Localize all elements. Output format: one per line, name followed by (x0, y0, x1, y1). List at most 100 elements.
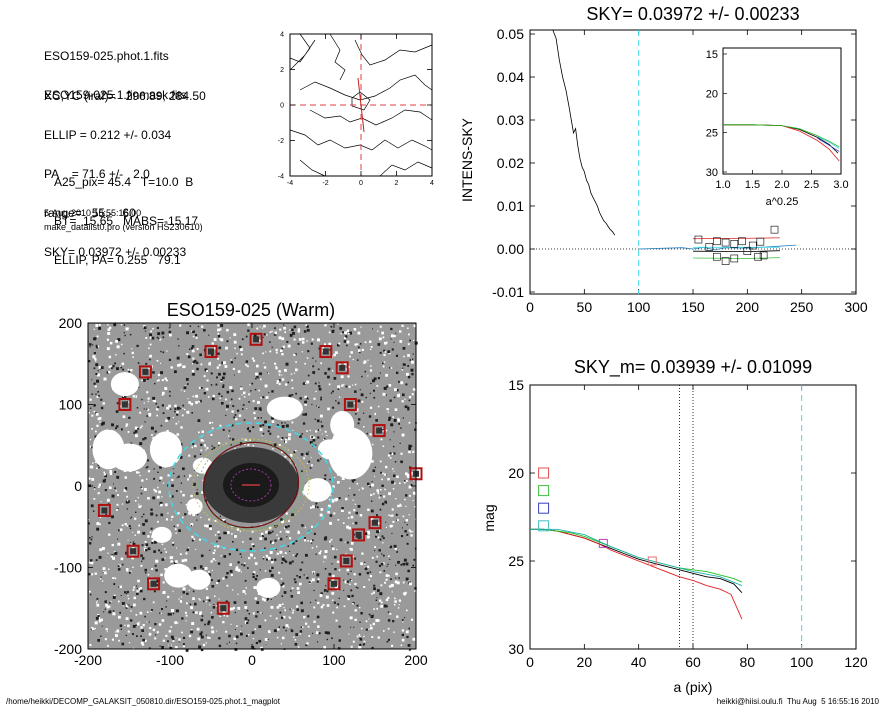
ellipse-sky (168, 422, 334, 552)
noise-dot (105, 628, 108, 631)
noise-dot (264, 537, 267, 541)
sky-square (738, 237, 746, 246)
noise-dot (388, 575, 390, 577)
noise-dot (392, 416, 394, 418)
noise-dot (242, 541, 244, 543)
noise-dot (208, 410, 210, 413)
noise-dot (260, 417, 262, 419)
noise-dot (253, 334, 257, 337)
noise-dot (324, 474, 327, 477)
noise-dot (359, 643, 362, 646)
noise-dot (266, 555, 269, 558)
noise-dot (338, 625, 341, 628)
noise-dot (165, 606, 167, 608)
noise-dot (169, 395, 171, 397)
noise-dot (156, 414, 158, 417)
noise-dot (374, 466, 376, 468)
noise-dot (348, 526, 351, 530)
noise-dot (119, 611, 121, 614)
noise-dot (233, 416, 236, 419)
noise-dot (156, 407, 159, 411)
noise-dot (199, 599, 201, 601)
noise-dot (124, 523, 127, 526)
noise-dot (375, 419, 378, 422)
noise-dot (406, 372, 409, 376)
noise-dot (157, 520, 159, 523)
noise-dot (102, 402, 105, 405)
noise-dot (289, 608, 291, 610)
noise-dot (88, 477, 91, 480)
noise-dot (318, 552, 321, 555)
noise-dot (251, 357, 254, 360)
noise-dot (348, 495, 350, 497)
noise-dot (324, 372, 327, 375)
noise-dot (146, 478, 148, 480)
noise-dot (267, 372, 269, 374)
noise-dot (121, 524, 124, 527)
noise-dot (162, 482, 164, 484)
noise-dot (338, 639, 341, 642)
noise-dot (180, 553, 182, 556)
noise-dot (317, 406, 320, 408)
noise-dot (127, 401, 129, 403)
noise-dot (262, 336, 264, 338)
noise-dot (127, 630, 130, 633)
image-ytick-label: 100 (59, 396, 83, 412)
noise-dot (159, 477, 162, 479)
sky-ylabel: INTENS-SKY (459, 117, 475, 202)
noise-dot (162, 351, 165, 354)
noise-dot (142, 438, 145, 441)
noise-dot (170, 560, 173, 563)
noise-dot (192, 357, 195, 360)
noise-dot (271, 420, 275, 423)
noise-dot (360, 562, 363, 566)
noise-dot (294, 639, 297, 641)
noise-dot (276, 636, 279, 639)
mask-region (328, 427, 373, 480)
noise-dot (141, 425, 143, 427)
noise-dot (222, 519, 226, 522)
noise-dot (161, 379, 164, 382)
noise-dot (289, 617, 292, 619)
sky-squares (694, 225, 779, 265)
noise-dot (137, 362, 140, 364)
noise-dot (118, 615, 121, 619)
noise-dot (405, 472, 408, 476)
noise-dot (398, 599, 402, 602)
noise-dot (168, 327, 170, 329)
inset-ytick-label: 25 (706, 128, 718, 140)
noise-dot (390, 367, 393, 369)
mask-region (110, 372, 139, 397)
noise-dot (117, 494, 119, 496)
noise-dot (278, 604, 282, 607)
noise-dot (357, 422, 360, 425)
noise-dot (371, 592, 373, 595)
mag-ytick-label: 15 (508, 377, 524, 393)
noise-dot (127, 624, 130, 628)
noise-dot (173, 472, 175, 475)
noise-dot (312, 539, 314, 541)
noise-dot (297, 328, 301, 331)
star-marker (339, 554, 353, 568)
noise-dot (383, 473, 386, 476)
noise-dot (116, 425, 119, 428)
noise-dot (172, 543, 175, 546)
noise-dot (202, 568, 204, 570)
noise-dot (184, 611, 187, 614)
noise-dot (355, 511, 358, 515)
noise-dot (239, 442, 243, 445)
noise-dot (382, 542, 384, 544)
noise-dot (150, 512, 154, 516)
noise-dot (144, 615, 146, 618)
noise-dot (118, 586, 120, 588)
noise-dot (88, 522, 90, 525)
noise-dot (230, 623, 232, 625)
mag-profile-line (530, 528, 743, 594)
noise-dot (140, 635, 142, 637)
noise-dot (98, 483, 102, 487)
noise-dot (297, 591, 300, 594)
noise-dot (165, 379, 168, 382)
noise-dot (135, 511, 137, 513)
noise-dot (308, 451, 310, 453)
noise-dot (409, 339, 411, 342)
